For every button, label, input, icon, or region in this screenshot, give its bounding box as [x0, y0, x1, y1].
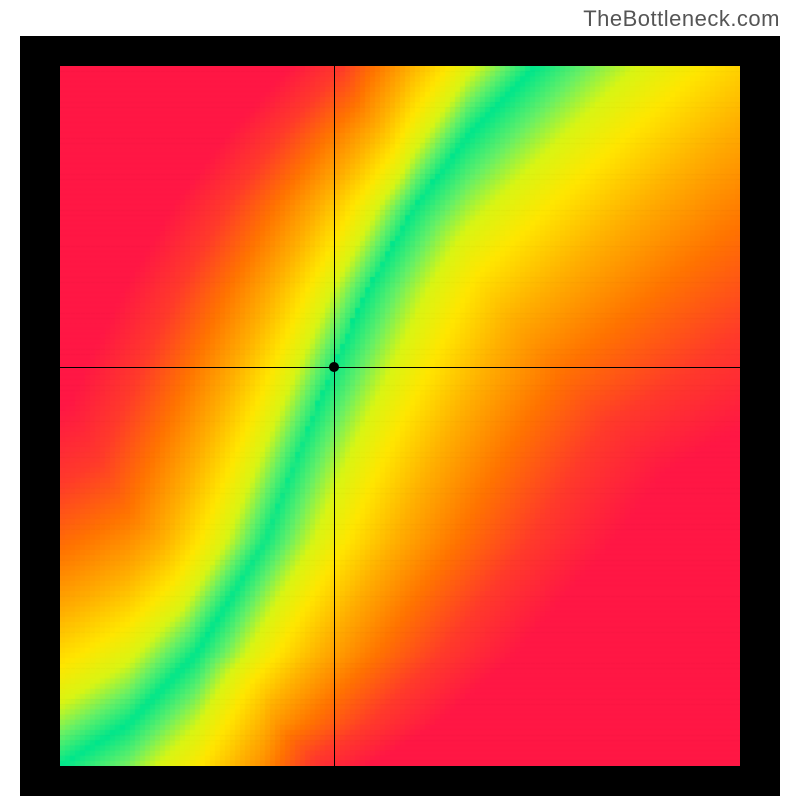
heatmap-canvas — [60, 66, 740, 766]
crosshair-horizontal — [60, 367, 740, 368]
marker-dot — [329, 362, 339, 372]
crosshair-vertical — [334, 66, 335, 766]
heatmap-plot-area — [60, 66, 740, 766]
watermark-text: TheBottleneck.com — [583, 6, 780, 32]
chart-container: TheBottleneck.com — [0, 0, 800, 800]
chart-outer-frame — [20, 36, 780, 796]
